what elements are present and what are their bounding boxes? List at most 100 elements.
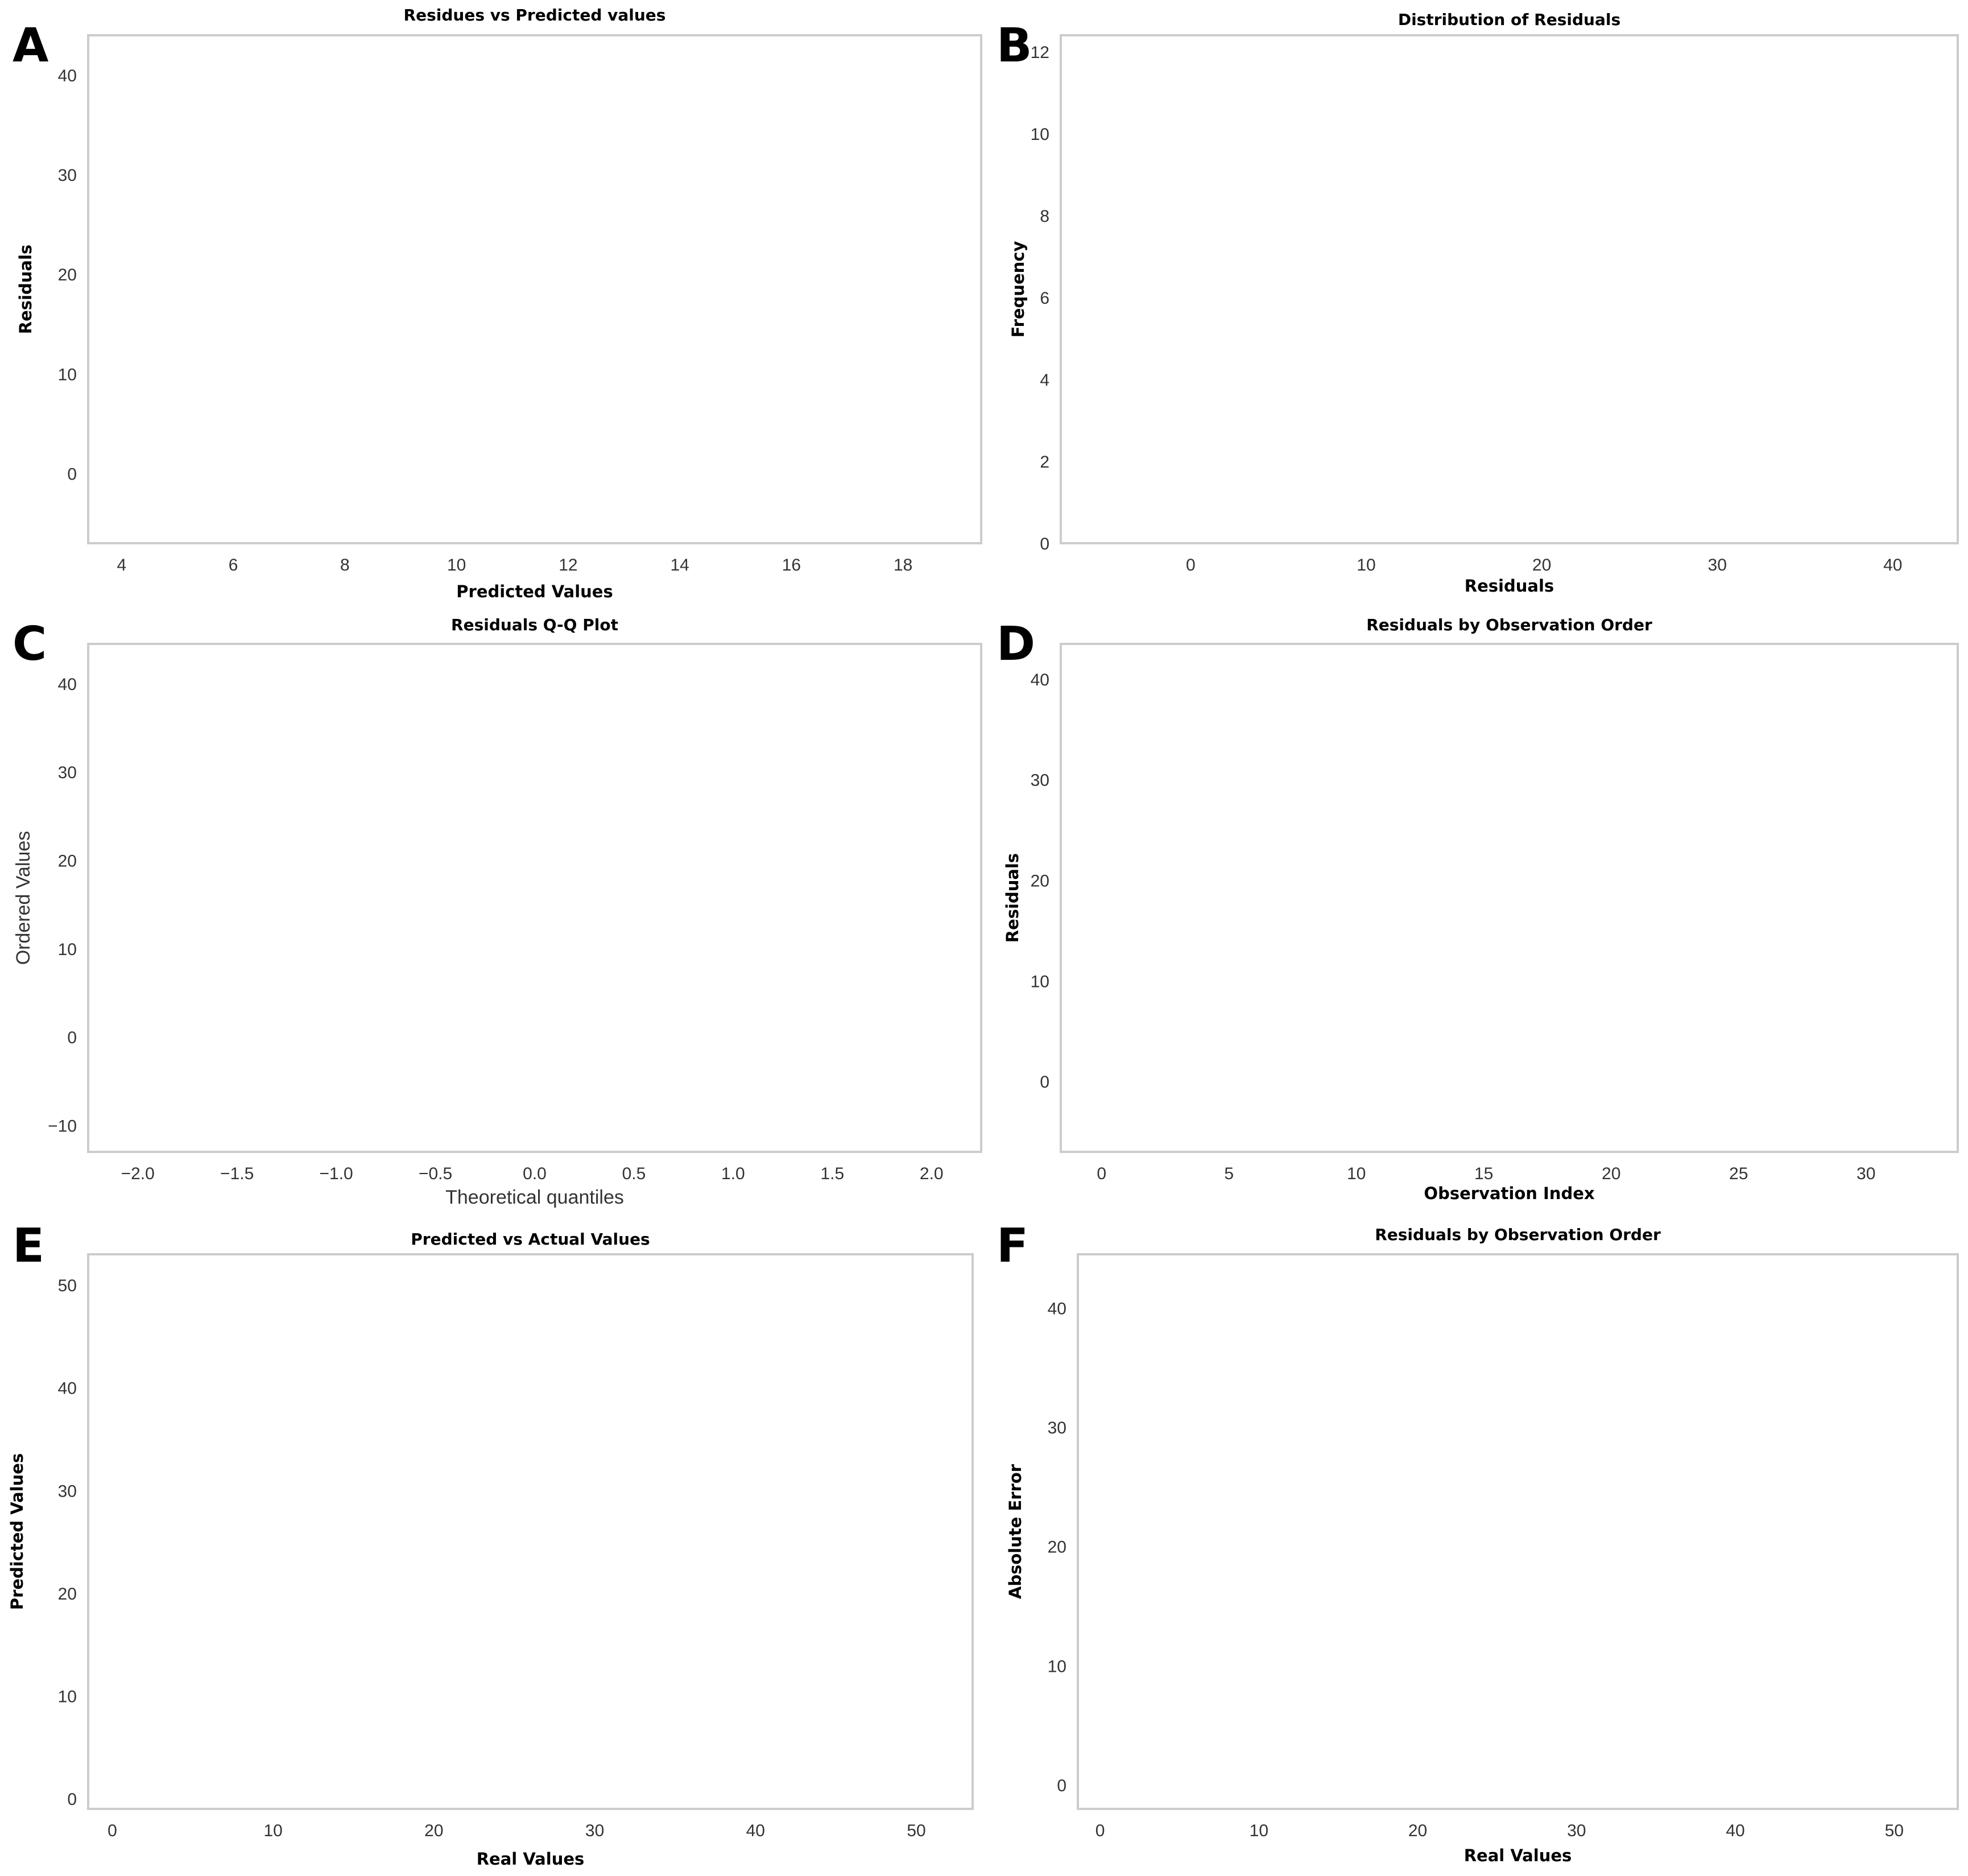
- x-axis-label: Real Values: [477, 1849, 585, 1869]
- x-tick-label: 8: [340, 556, 350, 575]
- panel-e-predicted-vs-actual: E 0 10 20 30 40 50 0 10 20 30 40 50 Predicted vs Act…: [7, 1219, 974, 1869]
- y-tick-label: 10: [58, 940, 77, 959]
- x-tick-label: 12: [559, 556, 577, 575]
- x-tick-label: 40: [1883, 556, 1902, 575]
- x-tick-label: 50: [1885, 1821, 1904, 1840]
- plot-frame: [1060, 34, 1959, 544]
- y-tick-label: 40: [58, 675, 77, 694]
- x-tick-label: 10: [447, 556, 466, 575]
- y-tick-label: 0: [1057, 1776, 1066, 1795]
- x-tick-label: 10: [1357, 556, 1375, 575]
- y-axis-label: Frequency: [1008, 241, 1028, 338]
- x-tick-label: −2.0: [121, 1164, 155, 1183]
- x-axis-label: Residuals: [1465, 576, 1554, 596]
- panel-letter-d: D: [997, 617, 1035, 671]
- y-tick-label: 0: [1040, 1073, 1049, 1092]
- y-axis-label: Residuals: [1003, 853, 1022, 943]
- x-tick-label: 18: [894, 556, 912, 575]
- panel-letter-c: C: [13, 617, 47, 671]
- panel-b-distribution-of-residuals: B 0 10 20 30 40 0 2 4 6 8 10 12 Distribution of Resi…: [997, 10, 1959, 596]
- x-tick-label: 30: [585, 1821, 604, 1840]
- x-tick-label: 14: [670, 556, 689, 575]
- y-tick-label: 20: [1031, 872, 1049, 891]
- panel-f-absolute-error: F 0 10 20 30 40 50 0 10 20 30 40 Residuals by Obser…: [997, 1219, 1959, 1865]
- x-tick-label: 0: [1097, 1164, 1106, 1183]
- x-tick-label: 20: [1602, 1164, 1620, 1183]
- x-tick-label: 0: [108, 1821, 117, 1840]
- chart-title: Residuals by Observation Order: [1366, 615, 1652, 634]
- x-tick-label: 0.0: [523, 1164, 547, 1183]
- y-tick-label: 20: [58, 852, 77, 870]
- x-tick-label: 40: [746, 1821, 765, 1840]
- y-tick-label: 20: [58, 1585, 77, 1604]
- x-tick-label: 10: [1347, 1164, 1366, 1183]
- y-tick-label: 30: [1031, 771, 1049, 790]
- panel-letter-a: A: [13, 19, 49, 73]
- x-tick-label: 10: [1250, 1821, 1268, 1840]
- y-tick-label: 50: [58, 1276, 77, 1295]
- x-tick-label: 0.5: [622, 1164, 646, 1183]
- x-tick-label: 20: [1532, 556, 1551, 575]
- x-axis-label: Real Values: [1464, 1846, 1572, 1865]
- x-axis-label: Predicted Values: [456, 582, 613, 601]
- x-tick-label: 15: [1474, 1164, 1493, 1183]
- x-tick-label: 20: [424, 1821, 443, 1840]
- chart-title: Distribution of Residuals: [1398, 10, 1620, 29]
- x-tick-label: 4: [117, 556, 127, 575]
- x-tick-label: 5: [1224, 1164, 1234, 1183]
- y-tick-label: 10: [1031, 972, 1049, 991]
- y-tick-label: 30: [58, 1482, 77, 1501]
- x-tick-label: 1.0: [721, 1164, 745, 1183]
- y-tick-label: 40: [58, 1379, 77, 1398]
- y-tick-label: 6: [1040, 289, 1049, 308]
- x-axis-label: Theoretical quantiles: [445, 1187, 624, 1208]
- y-axis-label: Residuals: [16, 245, 35, 334]
- x-tick-label: 0: [1186, 556, 1196, 575]
- y-tick-label: 30: [58, 763, 77, 782]
- x-tick-label: 40: [1726, 1821, 1744, 1840]
- y-tick-label: 20: [58, 266, 77, 284]
- y-tick-label: 10: [1048, 1657, 1066, 1676]
- x-tick-label: 30: [1857, 1164, 1875, 1183]
- x-tick-label: 0: [1095, 1821, 1105, 1840]
- y-tick-label: 40: [1048, 1299, 1066, 1318]
- panel-letter-e: E: [13, 1219, 44, 1273]
- x-tick-label: 50: [907, 1821, 925, 1840]
- y-tick-label: 0: [67, 465, 77, 484]
- plot-frame: [1060, 643, 1959, 1153]
- y-tick-label: 8: [1040, 207, 1049, 226]
- y-axis-label: Predicted Values: [7, 1453, 27, 1610]
- plot-frame: [87, 643, 982, 1153]
- y-tick-label: 10: [58, 365, 77, 384]
- x-tick-label: −1.5: [220, 1164, 254, 1183]
- x-axis-label: Observation Index: [1424, 1184, 1594, 1203]
- y-tick-label: 30: [1048, 1419, 1066, 1437]
- panel-a-residues-vs-predicted: A 4 6 8 10 12 14 16 18 0 10 20 30 40 Residues vs Pred…: [13, 6, 982, 601]
- y-tick-label: 0: [67, 1790, 77, 1809]
- chart-title: Predicted vs Actual Values: [411, 1230, 650, 1249]
- y-tick-label: 2: [1040, 453, 1049, 472]
- panel-c-residuals-qq-plot: C −2.0 −1.5 −1.0 −0.5 0.0 0.5 1.0 1.5 2.0 −10 0 10 2…: [13, 615, 982, 1208]
- y-tick-label: −10: [48, 1117, 77, 1135]
- y-tick-label: 0: [1040, 535, 1049, 553]
- y-tick-label: 20: [1048, 1538, 1066, 1557]
- y-tick-label: 12: [1031, 43, 1049, 62]
- x-tick-label: 2.0: [920, 1164, 944, 1183]
- chart-title: Residuals Q-Q Plot: [451, 615, 618, 634]
- plot-frame: [87, 34, 982, 544]
- x-tick-label: 25: [1729, 1164, 1748, 1183]
- y-tick-label: 0: [67, 1028, 77, 1047]
- x-tick-label: 30: [1567, 1821, 1586, 1840]
- chart-title: Residuals by Observation Order: [1375, 1225, 1661, 1244]
- x-tick-label: 6: [229, 556, 238, 575]
- plot-frame: [87, 1253, 974, 1810]
- x-tick-label: 10: [263, 1821, 282, 1840]
- panel-letter-b: B: [997, 19, 1032, 73]
- x-tick-label: −1.0: [319, 1164, 353, 1183]
- y-tick-label: 4: [1040, 371, 1049, 390]
- y-axis-label: Absolute Error: [1006, 1464, 1025, 1599]
- y-axis-label: Ordered Values: [13, 831, 34, 965]
- panel-letter-f: F: [997, 1219, 1028, 1273]
- x-tick-label: 16: [782, 556, 801, 575]
